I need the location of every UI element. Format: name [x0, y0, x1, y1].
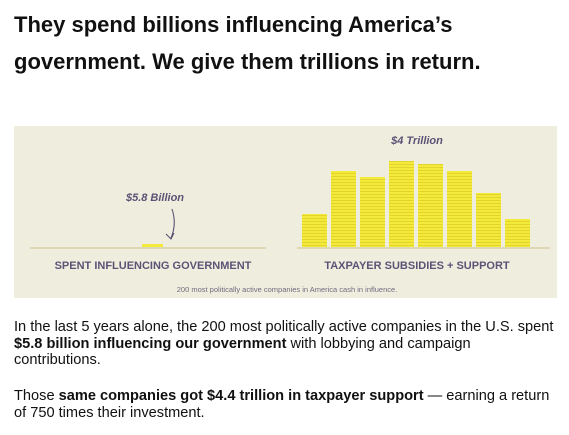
p1-text-bold: $5.8 billion influencing our government: [14, 335, 287, 352]
right-panel-label: TAXPAYER SUBSIDIES + SUPPORT: [324, 260, 510, 272]
right-bar-4: [389, 161, 414, 247]
right-bar-3: [360, 177, 385, 247]
p2-text-before: Those: [14, 388, 59, 404]
right-bar-6: [447, 171, 472, 247]
paragraph-2: Those same companies got $4.4 trillion i…: [14, 388, 559, 421]
right-bars: [302, 161, 530, 247]
p2-text-bold: same companies got $4.4 trillion in taxp…: [58, 388, 424, 404]
right-value-label: $4 Trillion: [390, 135, 443, 147]
chart-footnote: 200 most politically active companies in…: [177, 285, 398, 294]
left-callout-arrow: [165, 208, 175, 240]
left-panel-label: SPENT INFLUENCING GOVERNMENT: [55, 260, 252, 272]
chart-svg: $5.8 Billion SPENT INFLUENCING GOVERNMEN…: [30, 135, 550, 294]
headline: They spend billions influencing America’…: [14, 12, 481, 74]
right-bar-2: [331, 171, 356, 247]
p1-text-after: with lobbying and campaign contributions…: [14, 335, 471, 369]
p2-text-after: — earning a return of 750 times their in…: [14, 388, 550, 421]
left-bar: [142, 244, 163, 247]
paragraph-1: In the last 5 years alone, the 200 most …: [14, 319, 559, 369]
infographic: $5.8 Billion SPENT INFLUENCING GOVERNMEN…: [14, 126, 557, 298]
left-value-label: $5.8 Billion: [125, 192, 184, 204]
right-panel: $4 Trillion TAXPAYER SUBSIDIES + SUPPORT: [297, 135, 550, 272]
p1-text-before: In the last 5 years alone, the 200 most …: [14, 319, 554, 335]
left-panel: $5.8 Billion SPENT INFLUENCING GOVERNMEN…: [30, 192, 266, 272]
right-bar-7: [476, 193, 501, 247]
right-bar-5: [418, 164, 443, 247]
right-bar-8: [505, 219, 530, 247]
right-bar-1: [302, 214, 327, 247]
